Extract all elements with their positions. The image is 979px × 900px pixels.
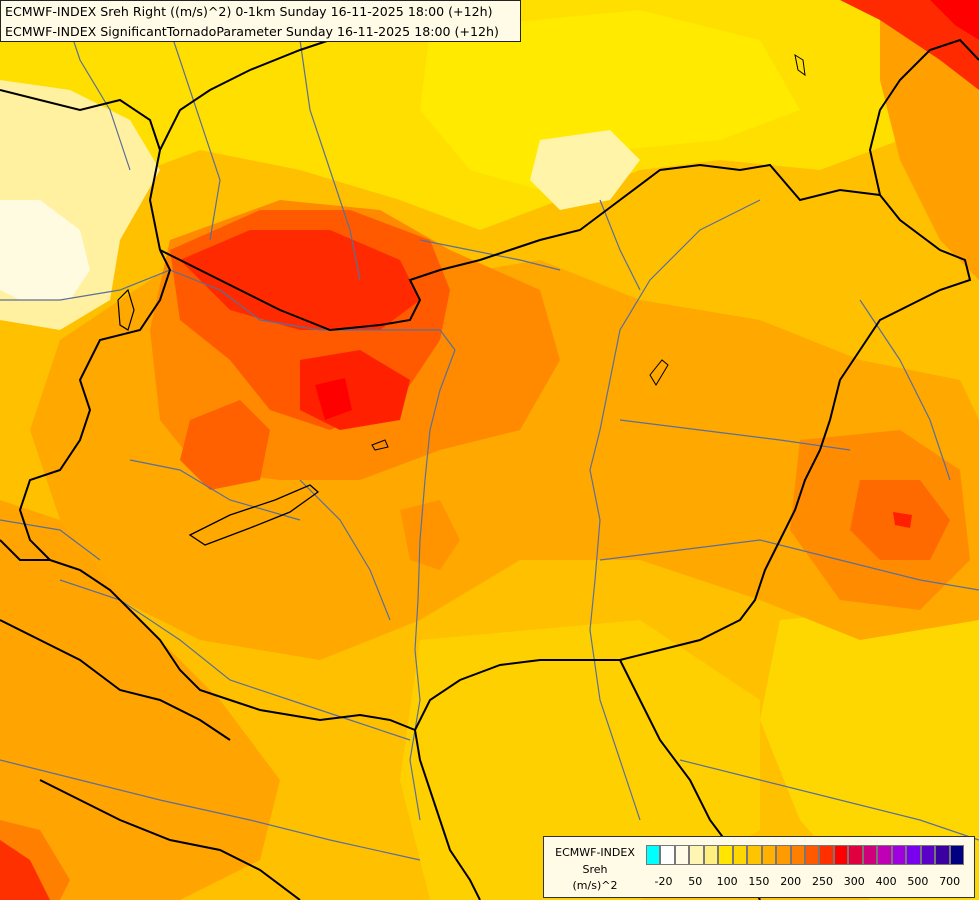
legend-title: ECMWF-INDEX xyxy=(555,846,635,859)
river-sio xyxy=(299,479,391,621)
legend-variable: Sreh xyxy=(582,863,608,876)
legend-tick-label: 50 xyxy=(688,875,703,888)
border-hungary-austria xyxy=(18,249,172,561)
river-danube-upper xyxy=(0,269,440,331)
legend-swatch xyxy=(646,845,661,865)
river-hron xyxy=(299,39,361,281)
legend-tick-label: -20 xyxy=(654,875,673,888)
border-southwest-bosnia xyxy=(39,779,301,900)
legend-swatch xyxy=(877,845,892,865)
legend-tick-label: 200 xyxy=(780,875,802,888)
legend-tick-label: 150 xyxy=(748,875,770,888)
river-sajo xyxy=(599,199,641,291)
legend-tick-labels: -20 50 100 150 200 250 300 400 500 700 xyxy=(646,875,964,889)
legend-swatch xyxy=(848,845,863,865)
legend-swatch xyxy=(833,845,849,865)
legend-unit: (m/s)^2 xyxy=(572,879,618,892)
field-red-peak-east xyxy=(893,512,912,528)
river-zala xyxy=(129,459,301,521)
field-yellow-north-bright xyxy=(420,10,800,190)
lake-balaton xyxy=(188,484,320,546)
legend-swatch xyxy=(776,845,791,865)
legend-swatch xyxy=(703,845,719,865)
legend-swatch xyxy=(949,845,964,865)
legend-swatch xyxy=(920,845,936,865)
field-very-light-nw xyxy=(0,200,90,300)
border-hungary-croatia xyxy=(49,559,416,731)
lake-neusiedl xyxy=(117,288,135,331)
legend-swatch xyxy=(906,845,921,865)
legend-tick-label: 700 xyxy=(939,875,961,888)
islet-ne xyxy=(794,53,806,77)
field-orange-sw xyxy=(0,500,280,900)
river-mur xyxy=(0,519,101,561)
legend-swatch xyxy=(732,845,748,865)
border-hungary-serbia xyxy=(414,659,620,731)
title-line-sreh: ECMWF-INDEX Sreh Right ((m/s)^2) 0-1km S… xyxy=(5,4,493,19)
field-red-ne-corner xyxy=(840,0,979,90)
river-sava xyxy=(0,759,421,861)
legend-swatch xyxy=(674,845,690,865)
legend-tick-label: 400 xyxy=(875,875,897,888)
legend-swatch xyxy=(819,845,834,865)
title-line-stp: ECMWF-INDEX SignificantTornadoParameter … xyxy=(5,24,499,39)
field-redorange-core-west xyxy=(180,400,270,490)
border-hungary-ukraine-romania-east xyxy=(619,194,972,661)
river-transylvania xyxy=(859,299,951,481)
field-red-sw-corner xyxy=(0,840,50,900)
border-croatia-slovenia-bosnia xyxy=(0,619,231,741)
legend-tick-label: 300 xyxy=(843,875,865,888)
field-red-peak-ne xyxy=(930,0,979,40)
river-tisza xyxy=(589,199,761,821)
river-south-east xyxy=(679,759,979,841)
legend-swatch xyxy=(689,845,704,865)
legend-tick-label: 500 xyxy=(907,875,929,888)
legend-swatch xyxy=(790,845,805,865)
islet-tisza xyxy=(649,359,669,386)
river-danube-bend xyxy=(409,329,456,821)
border-austria-slovenia xyxy=(0,539,50,561)
legend-swatch xyxy=(935,845,950,865)
border-hungary-slovakia xyxy=(159,163,881,332)
field-dark-orange-mid xyxy=(400,500,460,570)
border-austria-czechia-west xyxy=(0,89,161,151)
legend-swatch xyxy=(891,845,907,865)
islet-danube xyxy=(371,439,389,451)
color-legend: ECMWF-INDEX Sreh (m/s)^2 -20 50 100 150 200 2… xyxy=(543,836,975,898)
rivers xyxy=(0,0,979,861)
border-north-east-ukraine xyxy=(868,38,979,196)
legend-swatch xyxy=(747,845,762,865)
river-maros xyxy=(599,539,979,591)
legend-tick-label: 250 xyxy=(811,875,833,888)
legend-color-scale xyxy=(646,845,964,865)
map-title-box: ECMWF-INDEX Sreh Right ((m/s)^2) 0-1km S… xyxy=(0,0,521,42)
field-light-north xyxy=(530,130,640,210)
legend-swatch xyxy=(761,845,777,865)
legend-swatch xyxy=(718,845,733,865)
border-croatia-bosnia-serbia xyxy=(414,729,481,900)
legend-swatch xyxy=(862,845,878,865)
legend-swatch xyxy=(660,845,675,865)
legend-tick-label: 100 xyxy=(716,875,738,888)
river-koros xyxy=(619,419,851,451)
field-yellow-east xyxy=(760,600,979,900)
field-yellow-south xyxy=(400,620,760,900)
legend-swatch xyxy=(804,845,820,865)
field-red-peak-center xyxy=(315,378,352,420)
